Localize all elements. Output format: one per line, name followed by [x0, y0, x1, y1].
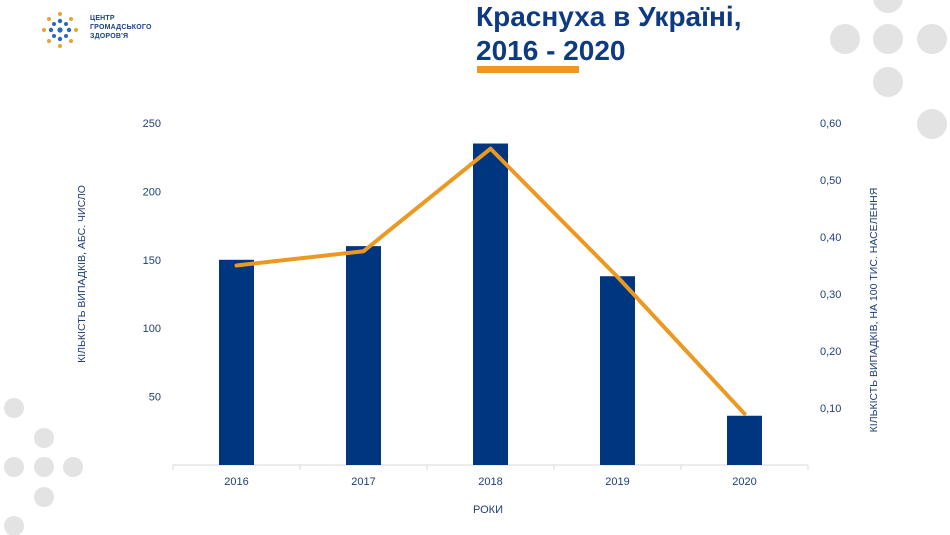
org-name-line: ЦЕНТР [90, 15, 115, 22]
y-left-tick-label: 150 [143, 255, 161, 267]
title-underline [477, 66, 579, 73]
bar-2020 [727, 415, 762, 465]
y-right-tick-label: 0,20 [820, 346, 841, 358]
org-name: ЦЕНТР ГРОМАДСЬКОГО ЗДОРОВ'Я [90, 14, 152, 41]
page-title: Краснуха в Україні, 2016 - 2020 [476, 0, 741, 68]
y-left-tick-label: 200 [143, 186, 161, 198]
y-right-tick-label: 0,10 [820, 403, 841, 415]
bar-2016 [219, 259, 254, 465]
y-right-tick-label: 0,60 [820, 118, 841, 130]
title-line: Краснуха в Україні, [476, 1, 742, 32]
x-tick-label: 2018 [478, 476, 502, 488]
x-tick-label: 2016 [224, 476, 248, 488]
y-right-tick-label: 0,50 [820, 175, 841, 187]
org-name-line: ЗДОРОВ'Я [90, 33, 129, 40]
x-tick-label: 2020 [732, 476, 756, 488]
org-logo-icon [42, 12, 78, 48]
y-right-tick-label: 0,40 [820, 232, 841, 244]
bar-2017 [346, 246, 381, 465]
rate-line-series [234, 146, 747, 416]
x-axis-label: РОКИ [473, 504, 503, 516]
y-axis-right-label: КІЛЬКІСТЬ ВИПАДКІВ, НА 100 ТИС. НАСЕЛЕНН… [868, 188, 880, 433]
title-line: 2016 - 2020 [476, 35, 626, 66]
bar-2019 [600, 276, 635, 465]
y-left-tick-label: 100 [143, 323, 161, 335]
y-axis-left-label: КІЛЬКІСТЬ ВИПАДКІВ, АБС. ЧИСЛО [76, 185, 88, 363]
y-right-tick-label: 0,30 [820, 289, 841, 301]
x-tick-label: 2017 [351, 476, 375, 488]
y-left-tick-label: 250 [143, 118, 161, 130]
y-left-tick-label: 50 [149, 392, 161, 404]
bar-2018 [473, 143, 508, 465]
x-tick-label: 2019 [605, 476, 629, 488]
org-name-line: ГРОМАДСЬКОГО [90, 24, 152, 31]
